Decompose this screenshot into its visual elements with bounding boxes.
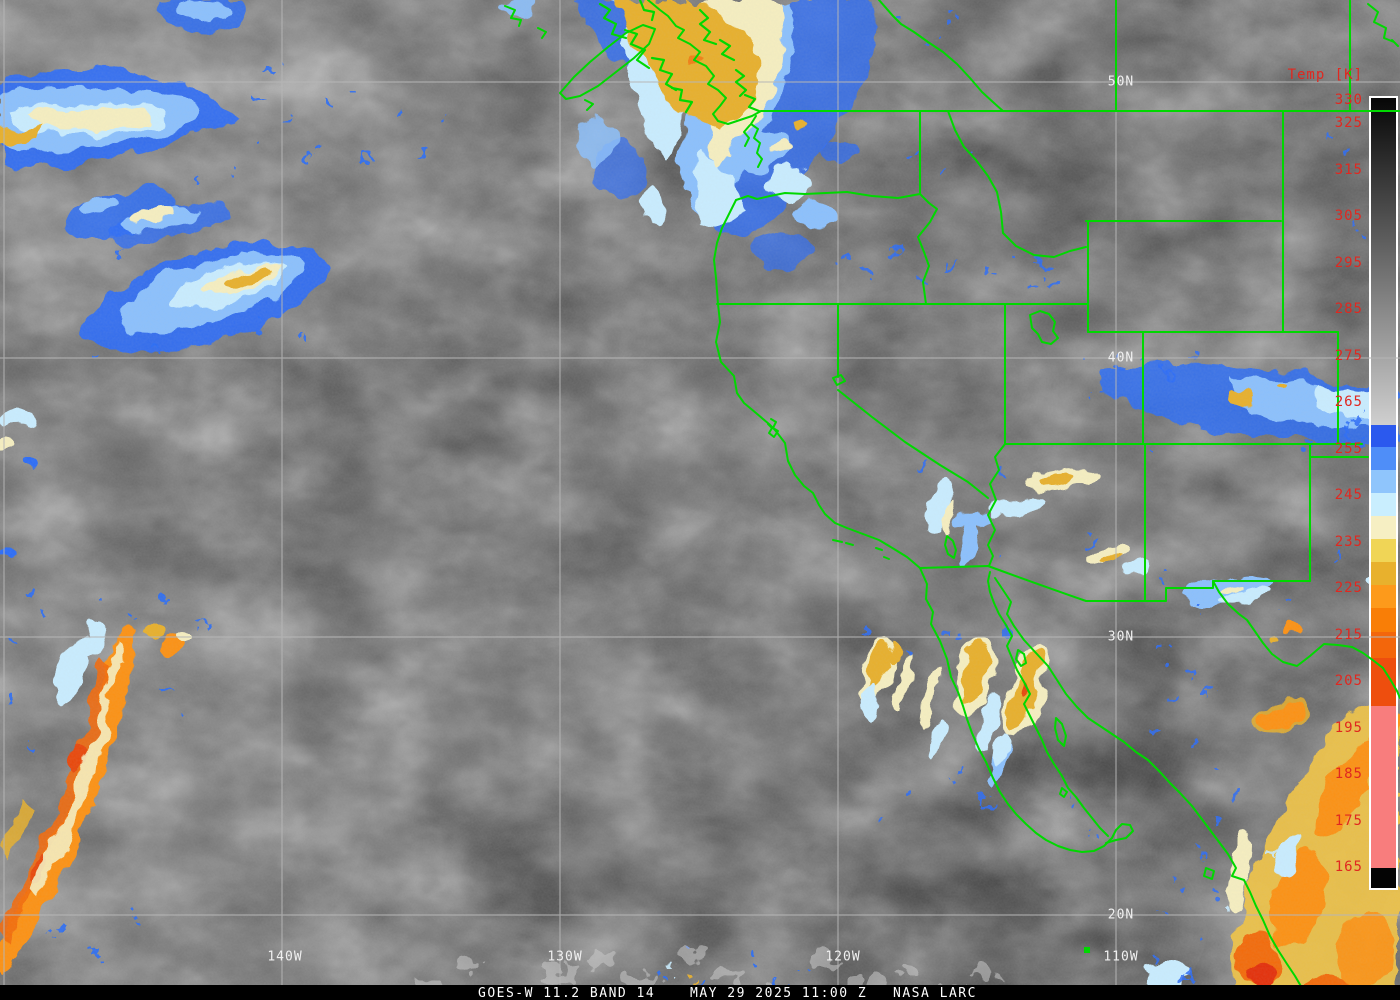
colorbar — [1369, 96, 1398, 890]
caption-datetime: MAY 29 2025 11:00 Z — [690, 986, 868, 1000]
colorbar-segment — [1371, 425, 1396, 447]
colorbar-segment — [1371, 493, 1396, 516]
colorbar-segment — [1371, 470, 1396, 493]
colorbar-segment — [1371, 447, 1396, 470]
caption-sensor: GOES-W 11.2 BAND 14 — [478, 986, 656, 1000]
caption-bar: GOES-W 11.2 BAND 14 MAY 29 2025 11:00 Z … — [0, 985, 1400, 1000]
colorbar-segment — [1371, 608, 1396, 632]
colorbar-segment — [1371, 585, 1396, 608]
colorbar-segment — [1371, 868, 1396, 888]
colorbar-segment — [1371, 562, 1396, 585]
caption-credit: NASA LARC — [893, 986, 977, 1000]
colorbar-segment — [1371, 539, 1396, 562]
colorbar-segment — [1371, 658, 1396, 706]
colorbar-segment — [1371, 632, 1396, 658]
colorbar-segment — [1371, 98, 1396, 425]
colorbar-segment — [1371, 516, 1396, 539]
colorbar-segment — [1371, 706, 1396, 868]
